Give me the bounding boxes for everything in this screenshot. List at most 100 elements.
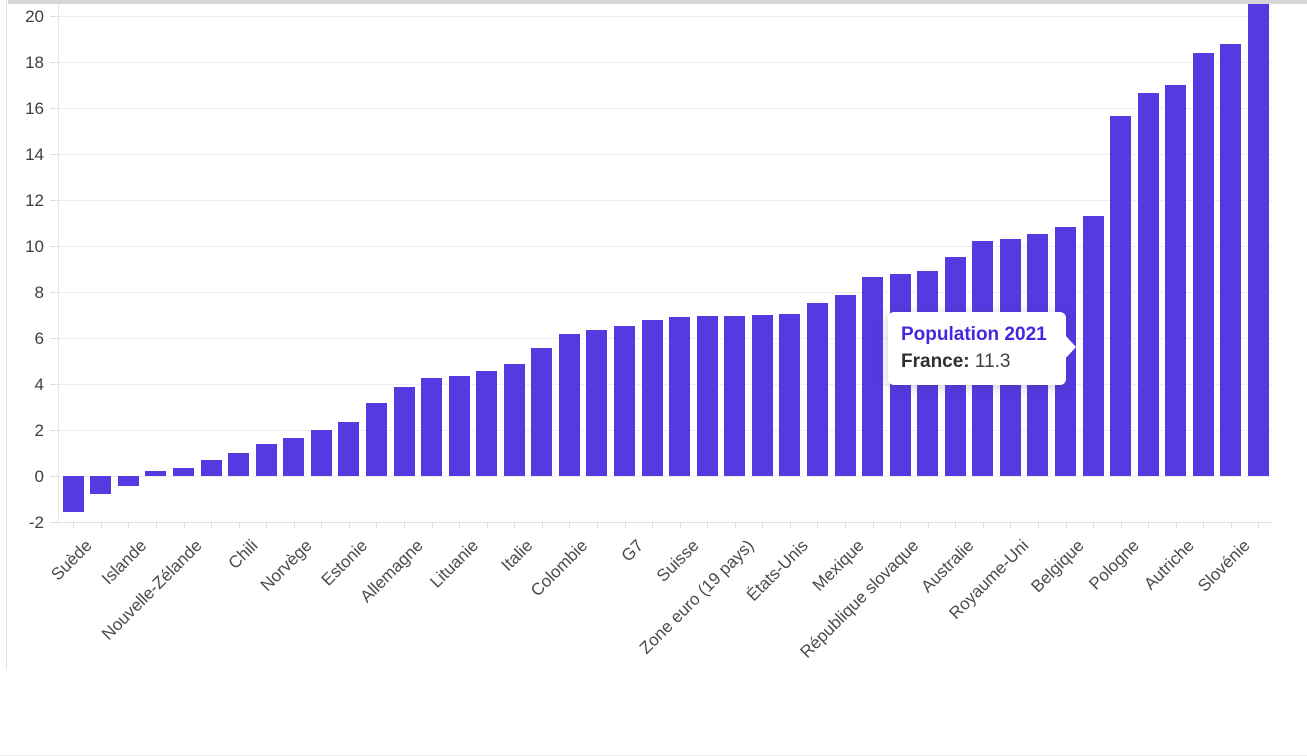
- x-axis-tick: [707, 522, 709, 528]
- bar-Zone euro (19 pays)[interactable]: [724, 315, 746, 476]
- y-axis-tick-label: 4: [34, 375, 44, 394]
- bar-rank-14[interactable]: [421, 377, 442, 476]
- bar-France[interactable]: [1082, 215, 1104, 476]
- bar-Suisse[interactable]: [669, 317, 691, 476]
- bar-rank-28[interactable]: [806, 303, 828, 476]
- x-axis-tick: [100, 522, 102, 528]
- y-axis-tick-label: -2: [28, 513, 44, 532]
- bar-Italie[interactable]: [503, 364, 525, 476]
- x-axis-label: Autriche: [1140, 536, 1199, 594]
- bar-rank-44[interactable]: [1247, 4, 1269, 476]
- left-border-line: [6, 0, 7, 670]
- gridline: [58, 384, 1273, 385]
- x-axis-tick: [900, 522, 902, 528]
- bar-Allemagne[interactable]: [393, 387, 415, 476]
- bar-rank-30[interactable]: [862, 276, 883, 476]
- x-axis-tick: [1258, 522, 1260, 528]
- y-axis-tick: [50, 292, 58, 293]
- bar-Mexique[interactable]: [834, 295, 856, 476]
- y-axis-tick: [50, 200, 58, 201]
- bar-rank-2[interactable]: [90, 475, 112, 495]
- x-axis-label: Nouvelle-Zélande: [98, 536, 206, 644]
- y-axis-tick-label: 14: [25, 145, 44, 164]
- x-axis-tick: [872, 522, 874, 528]
- bar-Suède[interactable]: [62, 475, 84, 513]
- top-divider: [8, 0, 1307, 4]
- x-axis-tick: [624, 522, 626, 528]
- gridline: [58, 292, 1273, 293]
- x-axis-tick: [183, 522, 185, 528]
- x-axis-tick: [1203, 522, 1205, 528]
- bar-Nouvelle-Zélande[interactable]: [173, 467, 194, 476]
- x-axis-tick: [376, 522, 378, 528]
- bar-Autriche[interactable]: [1165, 84, 1187, 476]
- x-axis-tick: [734, 522, 736, 528]
- x-axis-label: Pologne: [1085, 536, 1144, 594]
- x-axis-label: Islande: [98, 536, 151, 589]
- y-axis-tick: [50, 154, 58, 155]
- y-axis-tick: [50, 522, 58, 523]
- y-axis-tick: [50, 16, 58, 17]
- bar-rank-10[interactable]: [310, 429, 332, 476]
- bar-rank-40[interactable]: [1137, 92, 1159, 476]
- y-axis-tick-label: 12: [25, 191, 44, 210]
- x-axis-tick: [404, 522, 405, 528]
- x-axis-label: Slovénie: [1193, 536, 1254, 596]
- bar-Islande[interactable]: [117, 475, 139, 486]
- bar-Norvège[interactable]: [283, 437, 305, 476]
- bar-rank-26[interactable]: [751, 314, 773, 476]
- bar-rank-8[interactable]: [255, 443, 277, 476]
- x-axis-label: Italie: [497, 536, 537, 575]
- bar-Chili[interactable]: [228, 452, 250, 476]
- y-axis-tick-label: 2: [34, 421, 44, 440]
- x-axis-label: Chili: [224, 536, 262, 573]
- x-axis-tick: [73, 522, 75, 528]
- y-axis-tick-label: 6: [34, 329, 44, 348]
- x-axis-tick: [1175, 522, 1177, 528]
- x-axis-label: Lituanie: [425, 536, 482, 592]
- bar-Slovénie[interactable]: [1220, 44, 1242, 476]
- x-axis-tick: [238, 522, 240, 528]
- bar-rank-4[interactable]: [145, 471, 167, 476]
- tooltip-title: Population 2021: [901, 324, 1047, 345]
- bar-G7[interactable]: [614, 326, 635, 476]
- bar-rank-42[interactable]: [1192, 52, 1214, 476]
- x-axis-tick: [128, 522, 130, 528]
- x-axis-tick: [293, 522, 295, 528]
- bar-rank-22[interactable]: [641, 320, 663, 476]
- gridline: [58, 246, 1273, 247]
- x-axis-tick: [155, 522, 157, 528]
- x-axis-label: Suède: [47, 536, 96, 585]
- x-axis-tick: [762, 522, 764, 528]
- bar-Colombie[interactable]: [558, 334, 580, 476]
- y-axis-tick: [50, 62, 58, 63]
- x-axis-label: Norvège: [257, 536, 317, 595]
- x-axis-tick: [679, 522, 681, 528]
- x-axis-tick: [789, 522, 791, 528]
- bar-rank-12[interactable]: [365, 403, 387, 476]
- gridline: [58, 154, 1273, 155]
- y-axis-tick-label: 18: [25, 53, 44, 72]
- bar-États-Unis[interactable]: [779, 313, 801, 476]
- y-axis-tick: [50, 108, 58, 109]
- gridline: [58, 430, 1273, 431]
- x-axis-tick: [348, 522, 350, 528]
- bar-rank-6[interactable]: [200, 459, 222, 476]
- y-axis-tick-label: 0: [34, 467, 44, 486]
- bar-Pologne[interactable]: [1110, 115, 1132, 476]
- bar-rank-16[interactable]: [476, 371, 498, 476]
- bar-rank-24[interactable]: [696, 315, 718, 476]
- bar-Estonie[interactable]: [338, 421, 360, 476]
- bar-Lituanie[interactable]: [448, 375, 470, 476]
- x-axis-label: G7: [617, 536, 647, 566]
- x-axis-tick: [321, 522, 323, 528]
- bar-rank-20[interactable]: [586, 329, 608, 476]
- bar-rank-18[interactable]: [531, 348, 553, 476]
- gridline: [58, 338, 1273, 339]
- y-axis-tick-label: 20: [25, 7, 44, 26]
- y-axis-tick: [50, 338, 58, 339]
- x-axis-tick: [514, 522, 516, 528]
- x-axis-tick: [817, 522, 819, 528]
- x-axis-tick: [211, 522, 212, 528]
